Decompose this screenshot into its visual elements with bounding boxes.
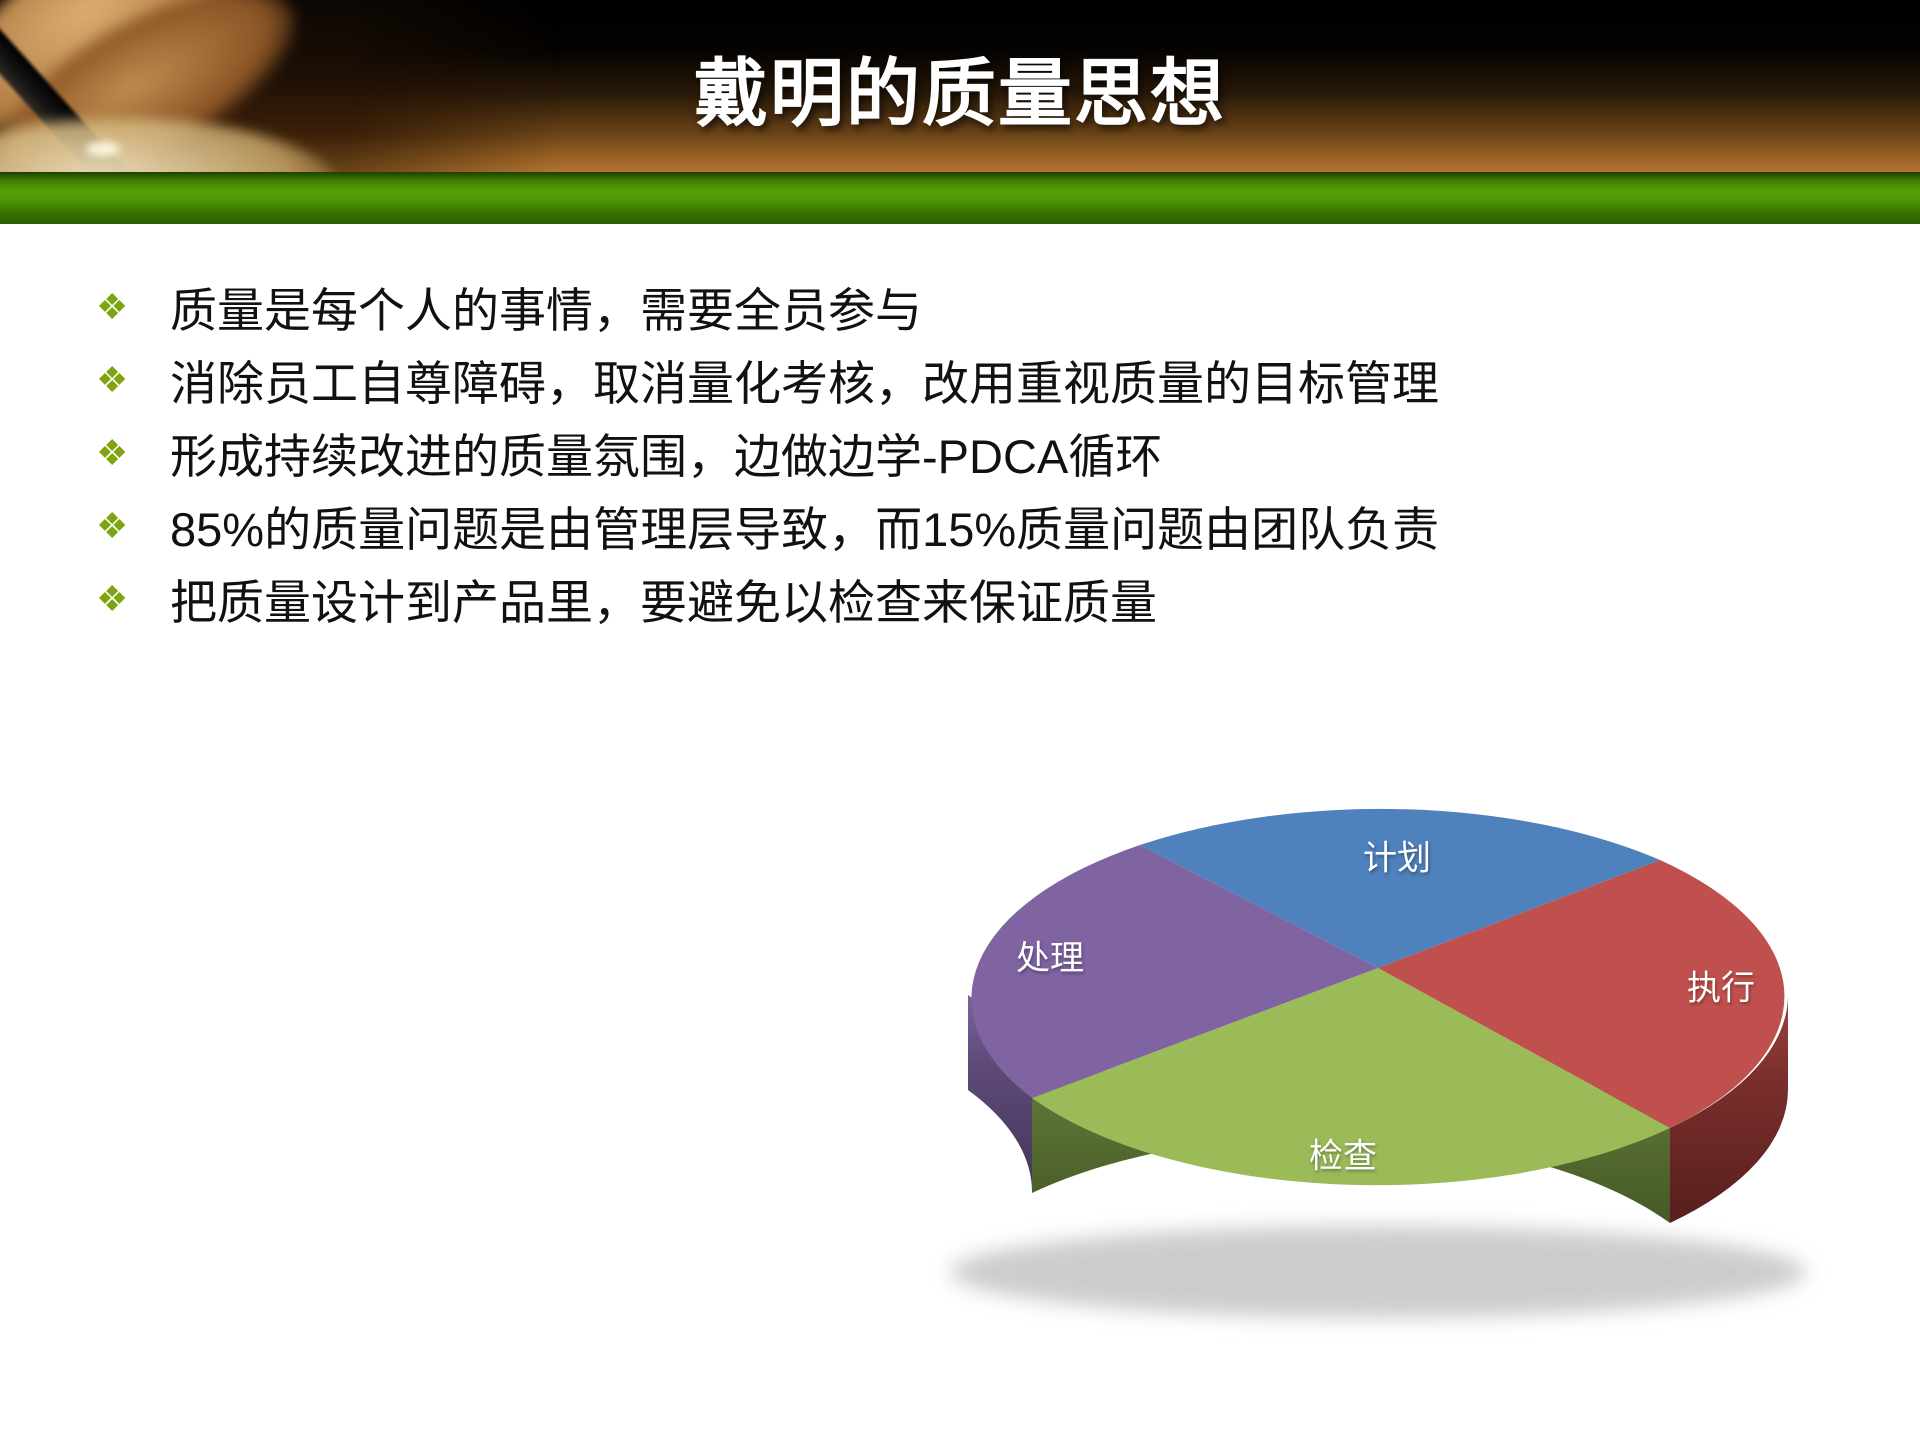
green-divider-bar xyxy=(0,172,1920,224)
diamond-bullet-icon: ❖ xyxy=(96,577,129,619)
diamond-bullet-icon: ❖ xyxy=(96,504,129,546)
diamond-bullet-icon: ❖ xyxy=(96,358,129,400)
pie-drop-shadow xyxy=(950,1226,1806,1318)
pen-writing-photo xyxy=(0,0,560,172)
bullet-text: 85%的质量问题是由管理层导致，而15%质量问题由团队负责 xyxy=(170,503,1440,556)
pie-label-check: 检查 xyxy=(1309,1137,1377,1176)
list-item: ❖ 把质量设计到产品里，要避免以检查来保证质量 xyxy=(96,562,1796,635)
pie-label-act: 处理 xyxy=(1016,939,1084,978)
pie-3d-svg xyxy=(950,808,1806,1318)
diamond-bullet-icon: ❖ xyxy=(96,431,129,473)
bullet-text: 消除员工自尊障碍，取消量化考核，改用重视质量的目标管理 xyxy=(170,357,1439,410)
list-item: ❖ 85%的质量问题是由管理层导致，而15%质量问题由团队负责 xyxy=(96,489,1796,562)
pie-label-plan: 计划 xyxy=(1363,839,1431,878)
header-band: 戴明的质量思想 xyxy=(0,0,1920,172)
pie-segment-check xyxy=(1032,968,1670,1186)
diamond-bullet-icon: ❖ xyxy=(96,285,129,327)
list-item: ❖ 质量是每个人的事情，需要全员参与 xyxy=(96,270,1796,343)
pie-label-do: 执行 xyxy=(1687,969,1755,1008)
pie-side-do xyxy=(1670,995,1788,1223)
bullet-text: 形成持续改进的质量氛围，边做边学-PDCA循环 xyxy=(170,430,1163,483)
list-item: ❖ 消除员工自尊障碍，取消量化考核，改用重视质量的目标管理 xyxy=(96,343,1796,416)
photo-pen-glint xyxy=(86,142,120,156)
bullet-list: ❖ 质量是每个人的事情，需要全员参与 ❖ 消除员工自尊障碍，取消量化考核，改用重… xyxy=(96,270,1796,635)
bullet-text: 把质量设计到产品里，要避免以检查来保证质量 xyxy=(170,576,1157,629)
pie-segment-act xyxy=(971,845,1378,1098)
pie-segment-do xyxy=(1378,860,1785,1128)
pdca-pie-chart: 计划 执行 检查 处理 xyxy=(930,780,1830,1340)
page-title: 戴明的质量思想 xyxy=(694,52,1226,135)
pie-segment-plan xyxy=(1140,808,1660,968)
list-item: ❖ 形成持续改进的质量氛围，边做边学-PDCA循环 xyxy=(96,416,1796,489)
bullet-text: 质量是每个人的事情，需要全员参与 xyxy=(170,284,922,337)
